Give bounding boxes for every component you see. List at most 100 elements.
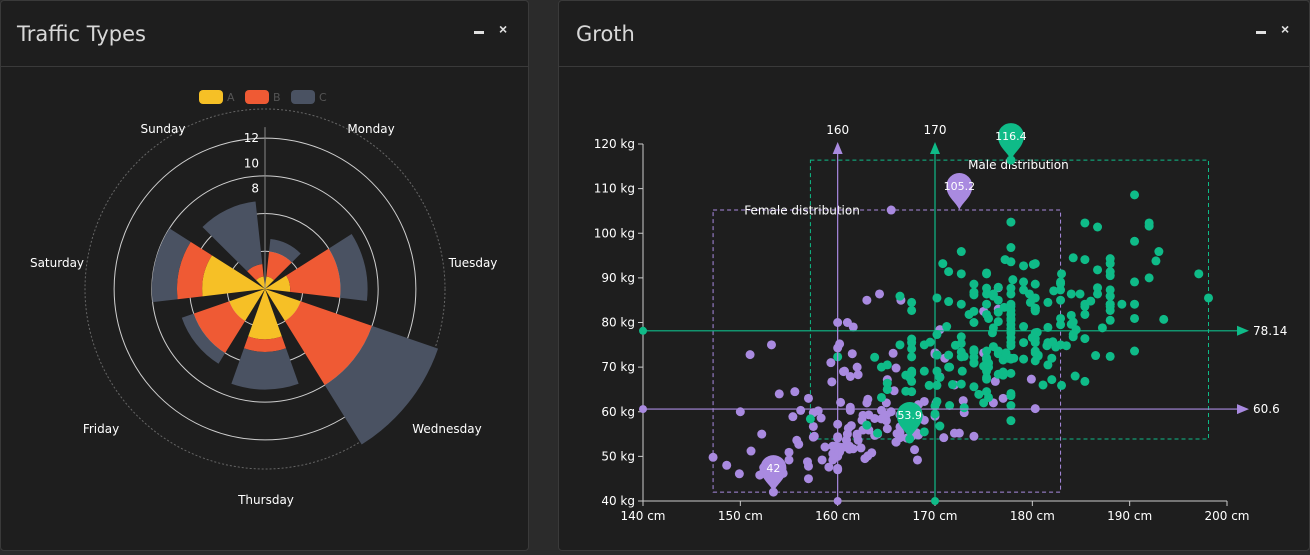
data-point[interactable] — [949, 428, 959, 438]
bar-A-wednesday[interactable] — [265, 289, 301, 322]
data-point[interactable] — [1091, 351, 1101, 361]
data-point[interactable] — [1144, 273, 1154, 283]
data-point[interactable] — [912, 455, 922, 465]
data-point[interactable] — [1006, 353, 1016, 363]
data-point[interactable] — [757, 429, 767, 439]
data-point[interactable] — [1056, 285, 1066, 295]
data-point[interactable] — [827, 377, 837, 387]
data-point[interactable] — [847, 349, 857, 359]
data-point[interactable] — [892, 429, 902, 439]
data-point[interactable] — [969, 358, 979, 368]
data-point[interactable] — [1130, 190, 1140, 200]
data-point[interactable] — [1068, 330, 1078, 340]
data-point[interactable] — [1019, 285, 1029, 295]
data-point[interactable] — [863, 451, 873, 461]
data-point[interactable] — [824, 462, 834, 472]
data-point[interactable] — [938, 259, 948, 269]
mark-point-pin[interactable] — [896, 401, 923, 439]
data-point[interactable] — [1130, 277, 1140, 287]
data-point[interactable] — [932, 396, 942, 406]
data-point[interactable] — [944, 362, 954, 372]
data-point[interactable] — [1030, 356, 1040, 366]
data-point[interactable] — [919, 427, 929, 437]
data-point[interactable] — [1204, 293, 1214, 303]
data-point[interactable] — [944, 267, 954, 277]
data-point[interactable] — [982, 299, 992, 309]
data-point[interactable] — [1048, 337, 1058, 347]
data-point[interactable] — [1019, 277, 1029, 287]
data-point[interactable] — [1194, 269, 1204, 279]
data-point[interactable] — [784, 447, 794, 457]
minimize-icon[interactable] — [1256, 31, 1266, 34]
data-point[interactable] — [784, 455, 794, 465]
data-point[interactable] — [939, 433, 949, 443]
data-point[interactable] — [788, 412, 798, 422]
data-point[interactable] — [905, 434, 915, 444]
data-point[interactable] — [1117, 299, 1127, 309]
bar-B-monday[interactable] — [266, 251, 292, 281]
data-point[interactable] — [1105, 315, 1115, 325]
data-point[interactable] — [948, 380, 958, 390]
data-point[interactable] — [1057, 269, 1067, 279]
data-point[interactable] — [895, 340, 905, 350]
legend-swatch-B[interactable] — [245, 90, 269, 104]
data-point[interactable] — [1006, 283, 1016, 293]
data-point[interactable] — [919, 340, 929, 350]
data-point[interactable] — [1006, 299, 1016, 309]
data-point[interactable] — [803, 393, 813, 403]
data-point[interactable] — [1030, 328, 1040, 338]
data-point[interactable] — [1070, 371, 1080, 381]
data-point[interactable] — [982, 289, 992, 299]
data-point[interactable] — [1080, 301, 1090, 311]
bar-A-saturday[interactable] — [202, 255, 265, 297]
bar-B-wednesday[interactable] — [284, 301, 372, 386]
data-point[interactable] — [882, 424, 892, 434]
data-point[interactable] — [993, 317, 1003, 327]
data-point[interactable] — [1105, 291, 1115, 301]
data-point[interactable] — [1006, 305, 1016, 315]
data-point[interactable] — [1006, 391, 1016, 401]
data-point[interactable] — [1056, 277, 1066, 287]
data-point[interactable] — [935, 372, 945, 382]
data-point[interactable] — [1130, 299, 1140, 309]
data-point[interactable] — [969, 382, 979, 392]
data-point[interactable] — [1030, 338, 1040, 348]
data-point[interactable] — [808, 421, 818, 431]
data-point[interactable] — [935, 421, 945, 431]
data-point[interactable] — [969, 306, 979, 316]
bar-C-tuesday[interactable] — [328, 234, 368, 301]
data-point[interactable] — [969, 279, 979, 289]
data-point[interactable] — [982, 387, 992, 397]
data-point[interactable] — [1075, 289, 1085, 299]
data-point[interactable] — [998, 393, 1008, 403]
data-point[interactable] — [1080, 255, 1090, 265]
data-point[interactable] — [956, 352, 966, 362]
data-point[interactable] — [1030, 259, 1040, 269]
data-point[interactable] — [988, 289, 998, 299]
data-point[interactable] — [882, 384, 892, 394]
data-point[interactable] — [1006, 416, 1016, 426]
data-point[interactable] — [982, 358, 992, 368]
data-point[interactable] — [856, 443, 866, 453]
data-point[interactable] — [875, 289, 885, 299]
data-point[interactable] — [1105, 254, 1115, 264]
data-point[interactable] — [1006, 257, 1016, 267]
data-point[interactable] — [1068, 253, 1078, 263]
data-point[interactable] — [870, 352, 880, 362]
data-point[interactable] — [907, 305, 917, 315]
close-icon[interactable]: × — [499, 21, 508, 37]
data-point[interactable] — [1080, 218, 1090, 228]
data-point[interactable] — [982, 374, 992, 384]
data-point[interactable] — [1030, 293, 1040, 303]
data-point[interactable] — [993, 346, 1003, 356]
data-point[interactable] — [805, 414, 815, 424]
data-point[interactable] — [838, 442, 848, 452]
data-point[interactable] — [1030, 303, 1040, 313]
data-point[interactable] — [889, 386, 899, 396]
data-point[interactable] — [990, 376, 1000, 386]
data-point[interactable] — [774, 389, 784, 399]
data-point[interactable] — [969, 287, 979, 297]
data-point[interactable] — [1019, 338, 1029, 348]
bar-A-monday[interactable] — [265, 276, 274, 289]
data-point[interactable] — [853, 370, 863, 380]
